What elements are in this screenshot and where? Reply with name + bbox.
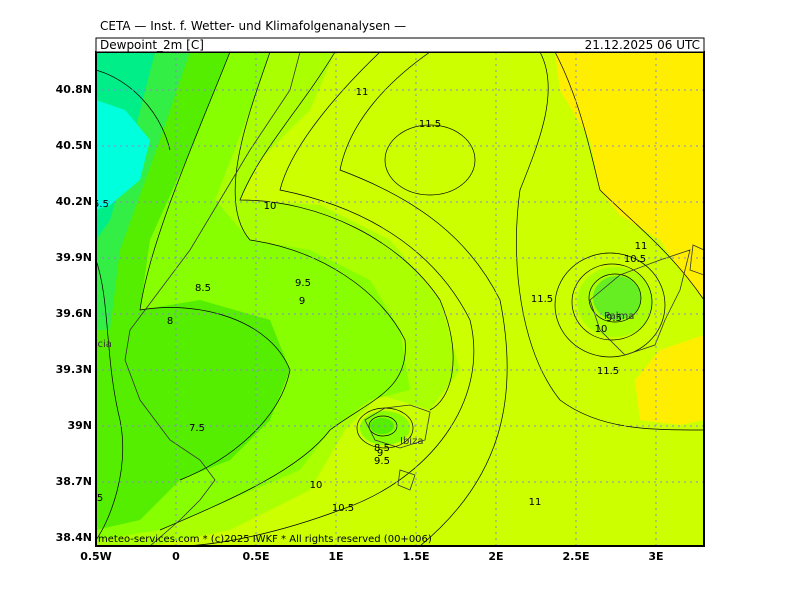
field: 11 11.5 10 9.5 9 8.5 8 7.5 11.5 11 10.5 …: [70, 52, 704, 546]
y-tick-label: 38.7N: [56, 475, 92, 488]
x-tick-label: 0.5E: [242, 550, 269, 563]
contour: [554, 52, 704, 301]
contour-label: 11: [529, 497, 542, 508]
contour-label: 8: [167, 316, 173, 327]
contour: [588, 273, 642, 323]
place-label: Ibiza: [400, 436, 423, 447]
contour: [516, 52, 704, 431]
contour-label: 5.5: [93, 199, 109, 210]
y-tick-label: 39.3N: [56, 363, 92, 376]
contour-label: 9: [299, 296, 305, 307]
contour-label: 9.5: [606, 313, 622, 324]
valid-time: 21.12.2025 06 UTC: [585, 38, 700, 52]
header-title: CETA — Inst. f. Wetter- und Klimafolgena…: [100, 19, 406, 33]
contour-label: 7.5: [189, 423, 205, 434]
x-tick-label: 3E: [648, 550, 663, 563]
contour: [159, 52, 406, 531]
contour: [239, 52, 454, 411]
contour-label: 10: [264, 201, 277, 212]
field-lower: [370, 418, 394, 434]
contour: [384, 124, 476, 196]
coast: [124, 52, 301, 546]
contour-label: 9.5: [295, 278, 311, 289]
contours: [96, 52, 704, 546]
label-bar: [95, 37, 705, 53]
contour-label: 11.5: [597, 366, 619, 377]
field-high: [635, 335, 704, 425]
contour: [96, 69, 171, 541]
contour: [571, 263, 653, 341]
field-min-core: [96, 100, 150, 210]
x-tick-label: 1.5E: [402, 550, 429, 563]
y-tick-label: 39N: [67, 419, 92, 432]
contour: [554, 252, 666, 358]
contour: [179, 52, 475, 546]
contour-label: 8.5: [374, 443, 390, 454]
contour-label: 10: [310, 480, 323, 491]
y-tick-label: 40.5N: [56, 139, 92, 152]
contour-label: 9: [377, 448, 383, 459]
contour-label: 9.5: [374, 456, 390, 467]
contour-label: 5: [97, 493, 103, 504]
contour-label: 11: [356, 87, 369, 98]
contour-label: 10.5: [624, 254, 646, 265]
grid: [96, 52, 704, 546]
footer: meteo-services.com * (c)2025 IWKF * All …: [98, 534, 432, 545]
contour-label: 11.5: [419, 119, 441, 130]
coast: [397, 469, 416, 491]
coast: [589, 249, 691, 356]
place-label: Valencia: [70, 339, 112, 350]
y-tick-label: 40.2N: [56, 195, 92, 208]
variable-label: Dewpoint_2m [C]: [100, 38, 204, 52]
contour-label: 10.5: [332, 503, 354, 514]
contour-label: 8.5: [195, 283, 211, 294]
y-tick-label: 39.6N: [56, 307, 92, 320]
map: 11 11.5 10 9.5 9 8.5 8 7.5 11.5 11 10.5 …: [70, 37, 705, 547]
coastline: [124, 52, 704, 546]
y-axis: 40.8N 40.5N 40.2N 39.9N 39.6N 39.3N 39N …: [56, 83, 92, 544]
contour-label: 11.5: [531, 294, 553, 305]
contour: [139, 52, 291, 481]
x-tick-label: 2.5E: [562, 550, 589, 563]
y-tick-label: 39.9N: [56, 251, 92, 264]
contour-labels: 11 11.5 10 9.5 9 8.5 8 7.5 11.5 11 10.5 …: [93, 87, 648, 514]
contour-label: 11: [635, 241, 648, 252]
contour-label: 10: [595, 324, 608, 335]
y-tick-label: 38.4N: [56, 531, 92, 544]
field-high: [555, 52, 704, 300]
y-tick-label: 40.8N: [56, 83, 92, 96]
x-tick-label: 2E: [488, 550, 503, 563]
x-axis: 0.5W 0 0.5E 1E 1.5E 2E 2.5E 3E: [80, 550, 663, 563]
x-tick-label: 1E: [328, 550, 343, 563]
x-tick-label: 0.5W: [80, 550, 112, 563]
place-label: Palma: [604, 311, 634, 322]
contour: [339, 52, 508, 546]
x-tick-label: 0: [172, 550, 180, 563]
coast: [689, 244, 704, 276]
